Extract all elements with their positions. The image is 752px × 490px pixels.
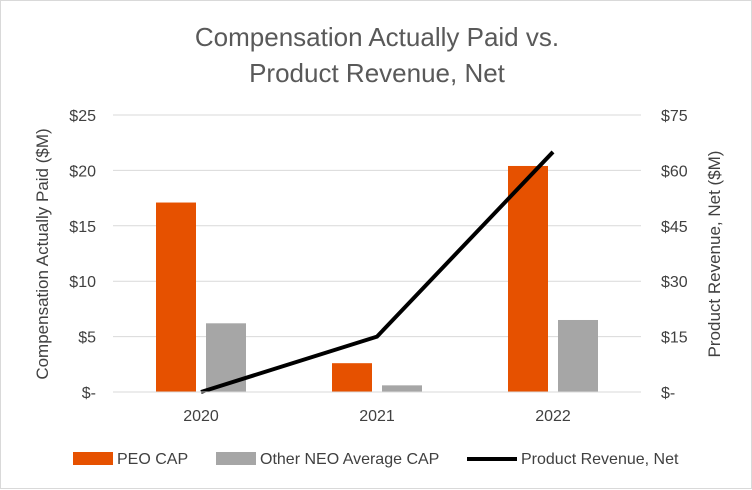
revenue-line-series [200, 150, 555, 394]
x-tick-label: 2020 [183, 408, 219, 425]
gridlines [113, 114, 641, 338]
line-product-revenue-net [200, 150, 555, 394]
chart-title-line-2: Product Revenue, Net [249, 58, 506, 88]
y-left-tick-label: $20 [69, 163, 96, 180]
chart-title-line-1: Compensation Actually Paid vs. [195, 22, 559, 52]
y-left-tick-label: $- [82, 385, 96, 402]
y-left-tick-label: $10 [69, 274, 96, 291]
x-tick-label: 2022 [535, 408, 571, 425]
bars [156, 165, 598, 392]
legend-swatch-peo-cap [73, 452, 113, 465]
y-right-tick-label: $60 [661, 163, 688, 180]
y-right-tick-label: $15 [661, 330, 688, 347]
y-right-tick-label: $30 [661, 274, 688, 291]
y-axis-left-label: Compensation Actually Paid ($M) [33, 128, 52, 379]
y-axis-right-label: Product Revenue, Net ($M) [705, 151, 724, 358]
legend: PEO CAP Other NEO Average CAP Product Reve… [73, 451, 679, 468]
x-tick-label: 2021 [359, 408, 395, 425]
y-right-tick-label: $- [661, 385, 675, 402]
y-left-tick-label: $15 [69, 219, 96, 236]
bar-other-neo-average-cap-2022 [558, 319, 598, 392]
chart-title: Compensation Actually Paid vs. Product R… [195, 22, 559, 88]
bar-other-neo-average-cap-2021 [382, 385, 422, 392]
legend-label-peo-cap: PEO CAP [117, 451, 188, 468]
legend-label-other-neo-average-cap: Other NEO Average CAP [260, 451, 439, 468]
axes: $- $- $5 $15 $10 $30 $15 $45 $20 $60 $25 $75 2020 202… [69, 108, 688, 425]
y-right-tick-label: $75 [661, 108, 688, 125]
y-left-tick-label: $25 [69, 108, 96, 125]
y-right-tick-label: $45 [661, 219, 688, 236]
legend-swatch-other-neo-average-cap [216, 452, 256, 465]
y-left-tick-label: $5 [78, 330, 96, 347]
bar-peo-cap-2022 [508, 165, 548, 392]
bar-peo-cap-2020 [156, 202, 196, 392]
bar-peo-cap-2021 [332, 363, 372, 392]
legend-label-product-revenue-net: Product Revenue, Net [521, 451, 679, 468]
